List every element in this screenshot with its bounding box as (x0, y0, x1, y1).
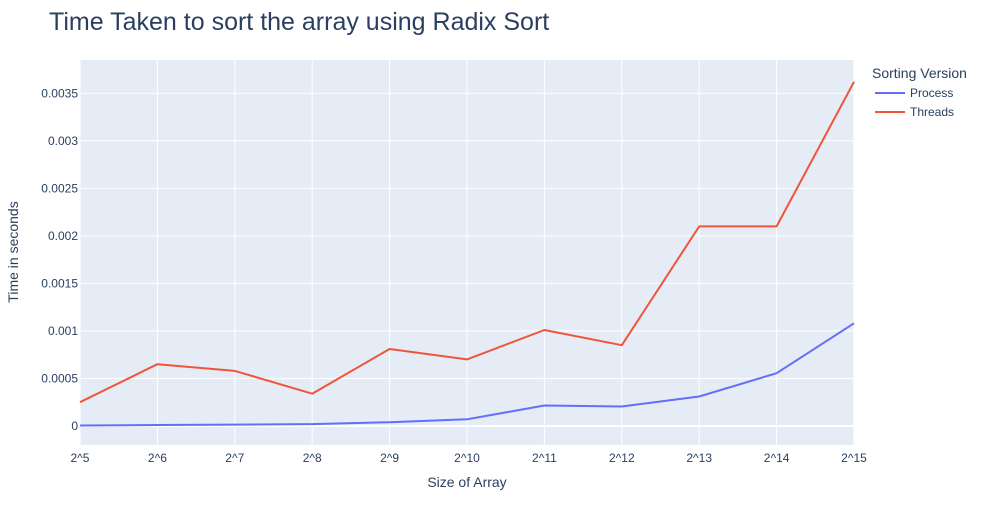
legend-title: Sorting Version (872, 65, 967, 81)
x-tick-label: 2^12 (609, 451, 635, 465)
y-tick-label: 0.003 (48, 134, 78, 148)
y-tick-label: 0.0005 (41, 371, 78, 385)
y-tick-label: 0.001 (48, 324, 78, 338)
grid-lines (79, 60, 855, 445)
y-tick-label: 0 (71, 419, 78, 433)
x-tick-label: 2^15 (841, 451, 867, 465)
legend: Sorting Version Process Threads (872, 65, 967, 119)
x-tick-label: 2^5 (71, 451, 90, 465)
x-tick-label: 2^11 (532, 451, 557, 465)
x-tick-label: 2^14 (764, 451, 790, 465)
series-line-threads (79, 81, 855, 404)
y-tick-label: 0.002 (48, 229, 78, 243)
legend-items: Process Threads (875, 86, 954, 119)
y-tick-label: 0.0015 (41, 276, 78, 290)
x-axis-title: Size of Array (427, 474, 506, 490)
y-axis-ticks: 0 0.0005 0.001 0.0015 0.002 0.0025 0.003 0.0035 (41, 86, 78, 433)
x-tick-label: 2^10 (454, 451, 480, 465)
y-axis-title: Time in seconds (5, 201, 21, 302)
x-tick-label: 2^8 (303, 451, 322, 465)
chart-title: Time Taken to sort the array using Radix… (49, 8, 549, 36)
x-tick-label: 2^7 (225, 451, 244, 465)
legend-label-process: Process (910, 86, 953, 100)
x-tick-label: 2^6 (148, 451, 167, 465)
x-axis-ticks: 2^5 2^6 2^7 2^8 2^9 2^10 2^11 2^12 2^13 2^14 2^15 (71, 451, 868, 465)
y-tick-label: 0.0035 (41, 86, 78, 100)
series-line-process (79, 322, 855, 427)
x-tick-label: 2^13 (686, 451, 712, 465)
y-tick-label: 0.0025 (41, 181, 78, 195)
legend-label-threads: Threads (910, 105, 954, 119)
series-lines (79, 81, 855, 427)
x-tick-label: 2^9 (380, 451, 399, 465)
